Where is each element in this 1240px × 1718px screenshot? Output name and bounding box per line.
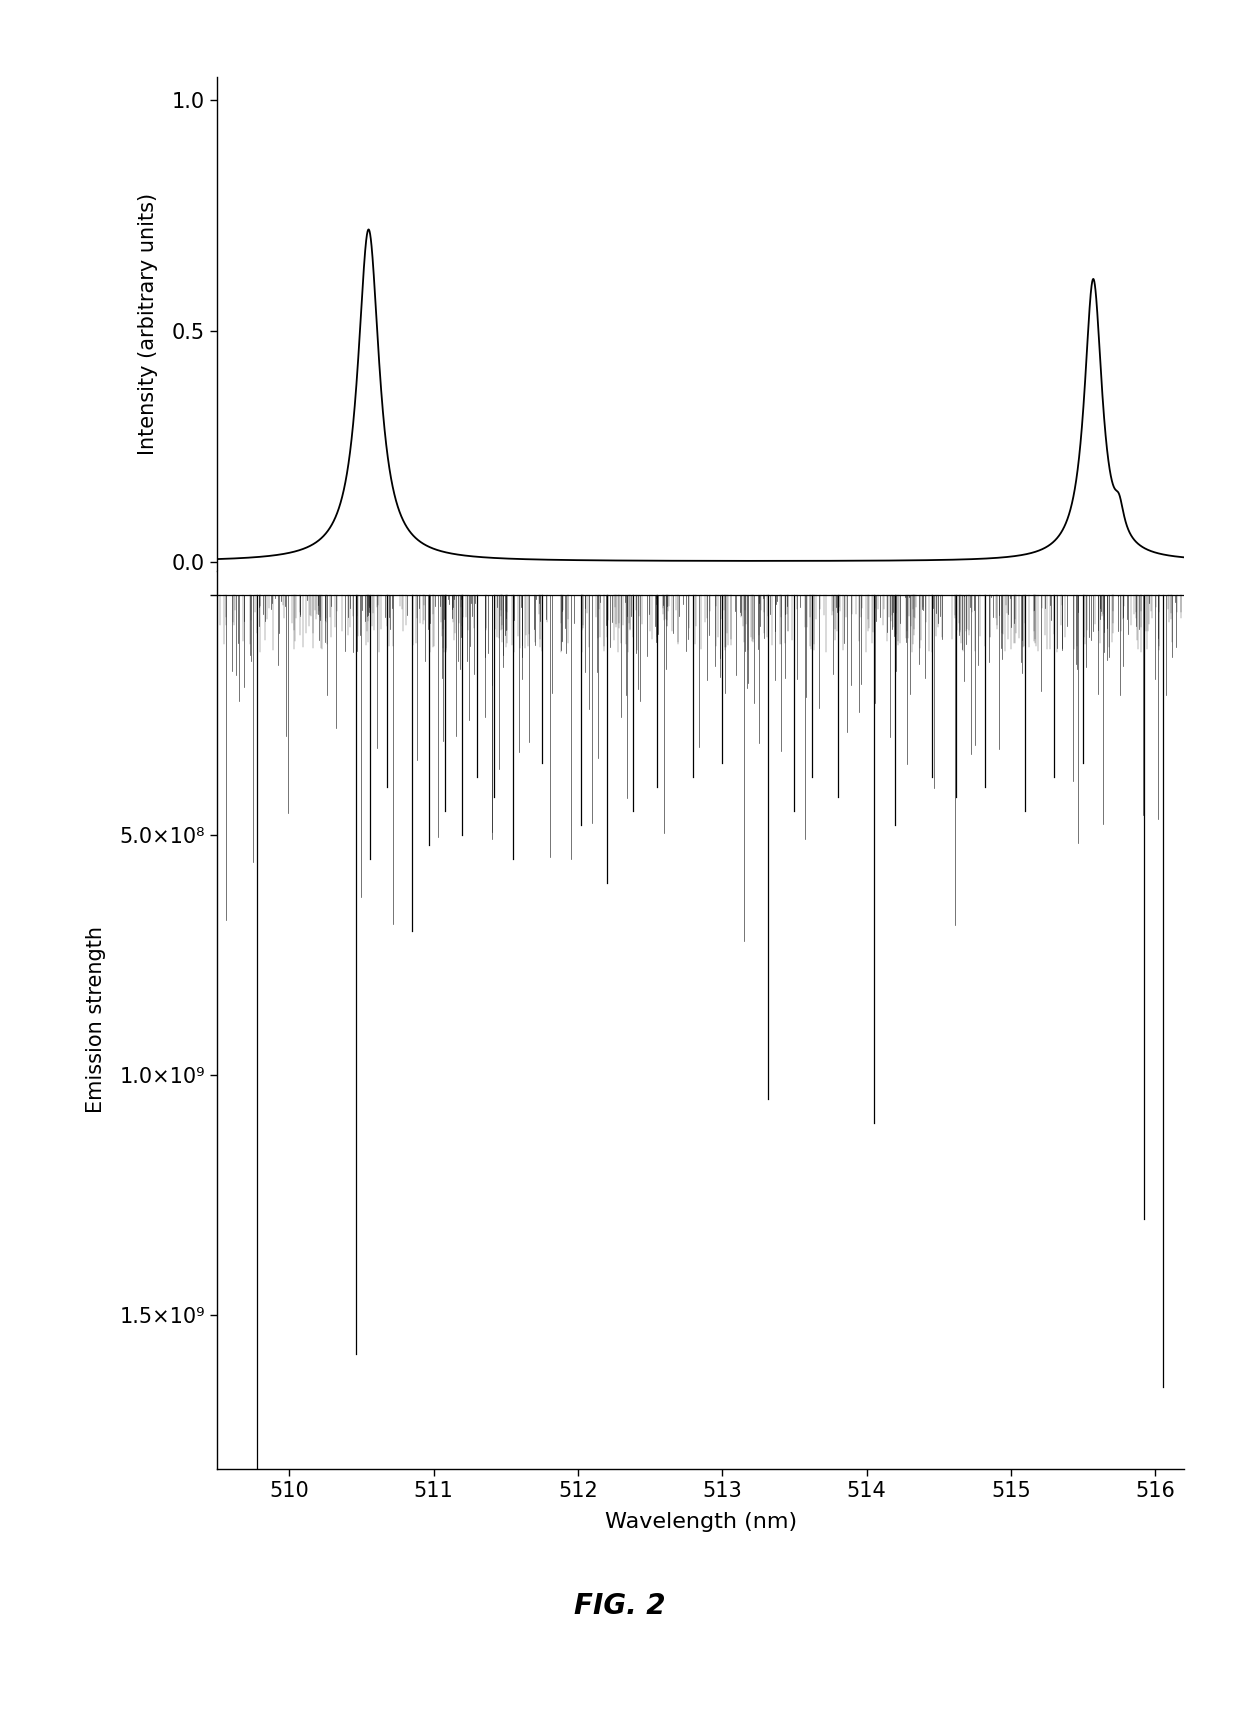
Text: FIG. 2: FIG. 2: [574, 1593, 666, 1620]
Y-axis label: Emission strength: Emission strength: [86, 926, 105, 1113]
Y-axis label: Intensity (arbitrary units): Intensity (arbitrary units): [138, 192, 159, 455]
X-axis label: Wavelength (nm): Wavelength (nm): [605, 1512, 796, 1532]
